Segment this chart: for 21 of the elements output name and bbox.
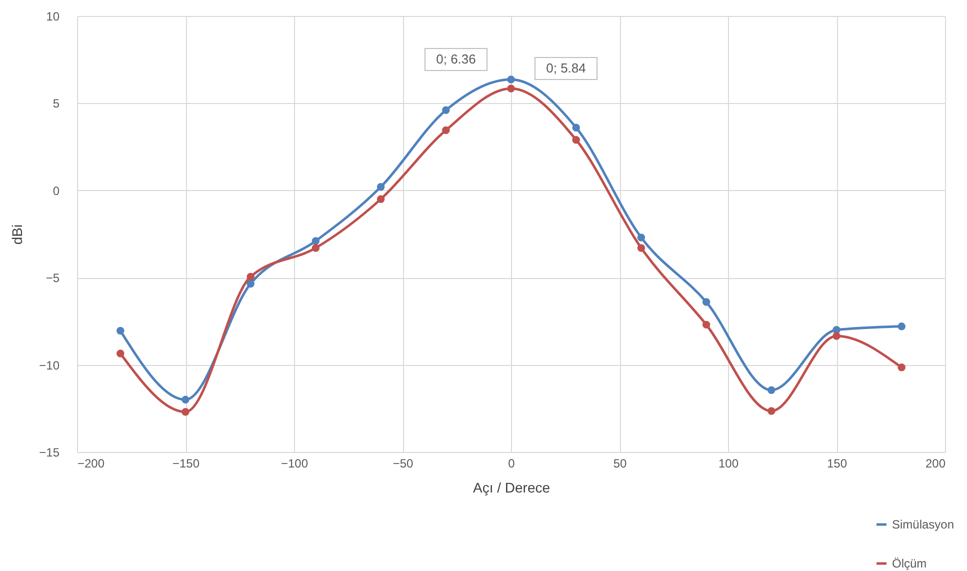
x-axis-title: Açı / Derece [472, 480, 550, 496]
legend-label: Simülasyon [892, 518, 954, 532]
x-tick-label: 100 [718, 456, 739, 470]
x-tick-label: −200 [78, 456, 105, 470]
x-tick-label: −100 [280, 456, 308, 470]
annotation: 0; 5.84 [546, 60, 586, 76]
legend-label: Ölçüm [892, 556, 927, 570]
x-tick-label: 50 [613, 456, 627, 470]
y-tick-label: 5 [52, 96, 60, 111]
y-tick-label: 0 [52, 184, 60, 198]
annotation: 0; 6.36 [436, 51, 476, 66]
x-tick-label: 200 [925, 456, 946, 470]
x-tick-label: 150 [826, 456, 848, 470]
x-tick-label: −50 [392, 456, 414, 470]
x-tick-label: −150 [172, 456, 200, 470]
y-tick-label: −10 [39, 358, 60, 372]
y-tick-label: 10 [46, 10, 60, 24]
y-axis-title: dBi [9, 224, 26, 245]
y-tick-label: −15 [39, 446, 60, 460]
x-tick-label: 0 [508, 456, 516, 470]
y-tick-label: −5 [46, 271, 60, 286]
